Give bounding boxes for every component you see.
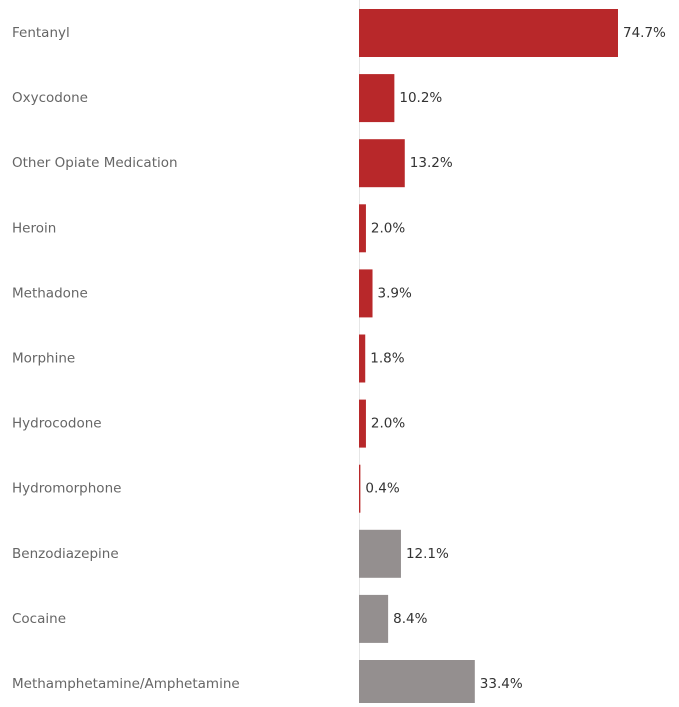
bar xyxy=(359,269,373,318)
category-label: Methamphetamine/Amphetamine xyxy=(12,676,240,692)
value-label: 2.0% xyxy=(371,416,405,432)
category-label: Other Opiate Medication xyxy=(12,155,178,171)
bar xyxy=(359,399,366,448)
value-label: 74.7% xyxy=(623,25,666,41)
category-label: Hydromorphone xyxy=(12,481,121,497)
category-label: Methadone xyxy=(12,285,88,301)
value-label: 3.9% xyxy=(378,285,412,301)
value-label: 0.4% xyxy=(365,481,399,497)
category-label: Benzodiazepine xyxy=(12,546,119,562)
bar xyxy=(359,139,405,188)
bar xyxy=(359,9,618,57)
bar xyxy=(359,594,389,643)
category-label: Heroin xyxy=(12,220,56,236)
category-label: Hydrocodone xyxy=(12,416,102,432)
value-label: 33.4% xyxy=(480,676,523,692)
value-label: 8.4% xyxy=(393,611,427,627)
category-label: Fentanyl xyxy=(12,25,70,41)
bar xyxy=(359,74,395,123)
bar xyxy=(359,464,361,513)
category-label: Oxycodone xyxy=(12,90,88,106)
value-label: 2.0% xyxy=(371,220,405,236)
bar xyxy=(359,529,401,578)
bar xyxy=(359,334,366,383)
value-label: 12.1% xyxy=(406,546,449,562)
category-label: Morphine xyxy=(12,351,75,367)
value-label: 13.2% xyxy=(410,155,453,171)
value-label: 10.2% xyxy=(399,90,442,106)
bar xyxy=(359,660,475,707)
bar xyxy=(359,204,366,253)
category-label: Cocaine xyxy=(12,611,66,627)
value-label: 1.8% xyxy=(370,351,404,367)
